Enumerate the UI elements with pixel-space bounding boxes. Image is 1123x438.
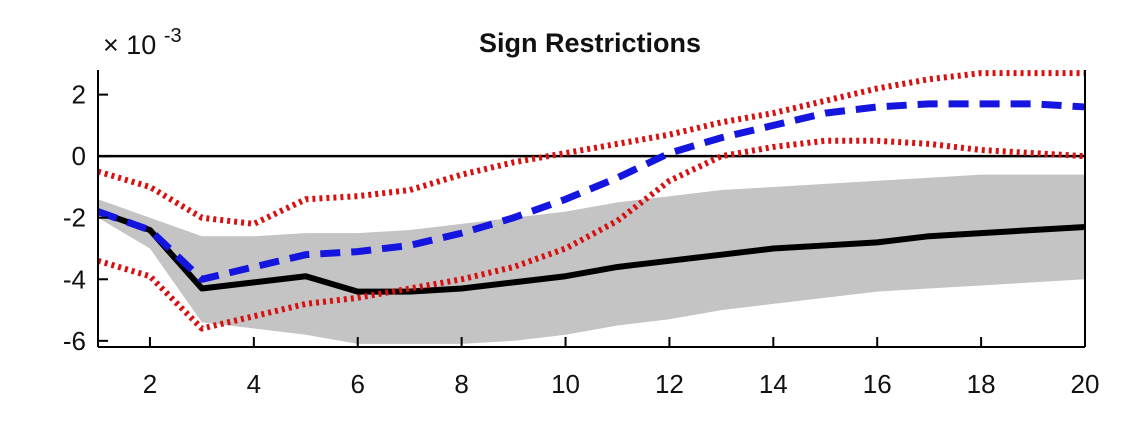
- y-tick-label: -6: [63, 326, 86, 356]
- x-tick-label: 18: [967, 369, 996, 399]
- y-exponent-base: × 10: [103, 30, 156, 60]
- confidence-band-layer: [98, 174, 1085, 344]
- x-tick-label: 10: [551, 369, 580, 399]
- y-exponent-power: -3: [164, 25, 182, 47]
- x-tick-label: 14: [759, 369, 788, 399]
- x-tick-label: 16: [863, 369, 892, 399]
- chart-title: Sign Restrictions: [479, 28, 701, 58]
- series-line-3-dotted: [97, 70, 1085, 227]
- series-line-1-solid: [96, 208, 1086, 295]
- axes-layer: [97, 70, 1086, 348]
- series-line-2-dashed: [96, 100, 1086, 283]
- y-tick-label: -4: [63, 264, 86, 294]
- y-tick-label: 0: [72, 141, 86, 171]
- x-tick-label: 4: [247, 369, 261, 399]
- y-exponent-label: × 10 -3: [103, 25, 182, 60]
- x-tick-label: 8: [454, 369, 468, 399]
- y-tick-label: -2: [63, 203, 86, 233]
- x-tick-label: 20: [1071, 369, 1100, 399]
- confidence-band: [98, 174, 1085, 344]
- series-layer: [96, 70, 1086, 332]
- x-tick-label: 12: [655, 369, 684, 399]
- x-tick-label: 6: [351, 369, 365, 399]
- series-line-4-dotted: [97, 137, 1086, 332]
- x-tick-label: 2: [143, 369, 157, 399]
- y-tick-label: 2: [72, 80, 86, 110]
